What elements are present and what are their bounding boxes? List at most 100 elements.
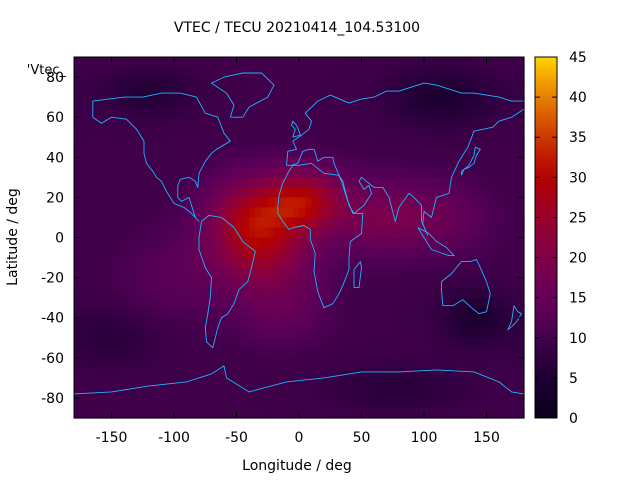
heatmap-cell — [474, 117, 481, 128]
heatmap-cell — [367, 267, 375, 279]
heatmap-cell — [267, 147, 275, 158]
heatmap-cell — [242, 87, 250, 98]
heatmap-cell — [192, 397, 200, 409]
heatmap-cell — [255, 207, 263, 219]
heatmap-cell — [449, 147, 456, 158]
heatmap-cell — [299, 357, 306, 369]
heatmap-cell — [455, 57, 463, 68]
heatmap-cell — [392, 307, 400, 319]
heatmap-cell — [230, 137, 238, 148]
heatmap-cell — [449, 227, 456, 239]
heatmap-cell — [199, 67, 206, 78]
heatmap-cell — [330, 337, 338, 349]
heatmap-cell — [342, 357, 350, 369]
heatmap-cell — [80, 397, 88, 409]
heatmap-cell — [361, 367, 369, 379]
heatmap-cell — [486, 197, 494, 209]
heatmap-cell — [111, 247, 119, 259]
heatmap-cell — [230, 187, 238, 198]
heatmap-cell — [86, 167, 94, 178]
heatmap-cell — [386, 117, 394, 128]
heatmap-cell — [461, 77, 469, 88]
heatmap-cell — [130, 67, 138, 78]
heatmap-cell — [361, 377, 369, 389]
heatmap-cell — [424, 267, 431, 279]
heatmap-cell — [149, 67, 156, 78]
heatmap-cell — [336, 357, 344, 369]
heatmap-cell — [167, 137, 175, 148]
heatmap-cell — [92, 267, 100, 279]
heatmap-cell — [230, 117, 238, 128]
heatmap-cell — [505, 377, 513, 389]
heatmap-cell — [124, 127, 131, 138]
heatmap-cell — [399, 217, 406, 229]
heatmap-cell — [311, 117, 319, 128]
heatmap-cell — [267, 217, 275, 229]
heatmap-cell — [511, 107, 519, 118]
heatmap-cell — [430, 117, 438, 128]
heatmap-cell — [461, 347, 469, 359]
heatmap-cell — [192, 87, 200, 98]
heatmap-cell — [436, 127, 444, 138]
heatmap-cell — [242, 327, 250, 339]
heatmap-cell — [486, 387, 494, 399]
heatmap-cell — [374, 147, 381, 158]
heatmap-cell — [124, 157, 131, 168]
heatmap-cell — [499, 307, 506, 319]
heatmap-cell — [336, 77, 344, 88]
heatmap-cell — [342, 337, 350, 349]
heatmap-cell — [92, 247, 100, 259]
heatmap-cell — [399, 377, 406, 389]
heatmap-cell — [449, 127, 456, 138]
heatmap-cell — [180, 207, 188, 219]
heatmap-cell — [224, 407, 231, 419]
heatmap-cell — [436, 147, 444, 158]
heatmap-cell — [211, 397, 219, 409]
heatmap-cell — [111, 127, 119, 138]
heatmap-cell — [292, 337, 300, 349]
heatmap-cell — [486, 327, 494, 339]
heatmap-cell — [386, 287, 394, 299]
heatmap-cell — [217, 317, 225, 329]
heatmap-cell — [174, 87, 181, 98]
coast-new-zealand — [507, 305, 522, 331]
heatmap-cell — [124, 57, 131, 68]
heatmap-cell — [486, 397, 494, 409]
heatmap-cell — [455, 67, 463, 78]
heatmap-cell — [105, 187, 113, 198]
heatmap-cell — [449, 387, 456, 399]
heatmap-cell — [186, 307, 194, 319]
heatmap-cell — [330, 257, 338, 269]
heatmap-cell — [467, 77, 475, 88]
coast-north-america — [92, 92, 231, 222]
heatmap-cell — [392, 77, 400, 88]
heatmap-cell — [155, 367, 163, 379]
heatmap-cell — [161, 397, 169, 409]
heatmap-cell — [180, 197, 188, 209]
heatmap-cell — [486, 227, 494, 239]
heatmap-cell — [436, 347, 444, 359]
heatmap-cell — [505, 407, 513, 419]
heatmap-cell — [199, 177, 206, 188]
heatmap-cell — [124, 197, 131, 209]
heatmap-cell — [186, 317, 194, 329]
heatmap-cell — [161, 107, 169, 118]
heatmap-cell — [442, 57, 450, 68]
heatmap-cell — [299, 127, 306, 138]
heatmap-cell — [111, 207, 119, 219]
heatmap-cell — [436, 367, 444, 379]
heatmap-cell — [105, 197, 113, 209]
heatmap-cell — [486, 317, 494, 329]
heatmap-cell — [405, 277, 413, 289]
coastlines — [73, 72, 525, 395]
heatmap-cell — [217, 107, 225, 118]
heatmap-cell — [330, 197, 338, 209]
heatmap-cell — [317, 327, 325, 339]
heatmap-cell — [217, 267, 225, 279]
heatmap-cell — [236, 147, 244, 158]
heatmap-cell — [199, 277, 206, 289]
heatmap-cell — [405, 127, 413, 138]
heatmap-cell — [117, 267, 125, 279]
heatmap-cell — [492, 287, 500, 299]
heatmap-cell — [124, 97, 131, 108]
